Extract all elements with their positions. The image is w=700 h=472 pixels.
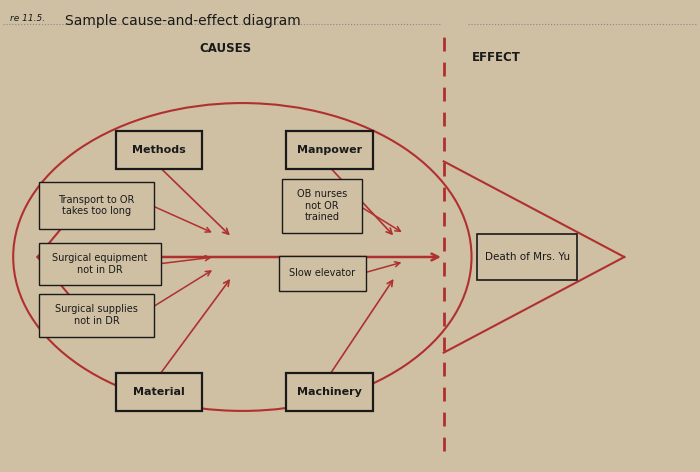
FancyBboxPatch shape	[39, 243, 161, 286]
FancyBboxPatch shape	[477, 234, 578, 280]
FancyBboxPatch shape	[286, 131, 372, 169]
Text: Sample cause-and-effect diagram: Sample cause-and-effect diagram	[65, 15, 301, 28]
Text: Surgical equipment
not in DR: Surgical equipment not in DR	[52, 253, 148, 275]
Text: Methods: Methods	[132, 145, 186, 155]
Text: Machinery: Machinery	[297, 387, 362, 397]
Text: Slow elevator: Slow elevator	[289, 268, 356, 278]
Text: Material: Material	[133, 387, 185, 397]
Text: Death of Mrs. Yu: Death of Mrs. Yu	[484, 252, 570, 262]
Text: Transport to OR
takes too long: Transport to OR takes too long	[58, 195, 134, 217]
Text: Surgical supplies
not in DR: Surgical supplies not in DR	[55, 304, 138, 326]
FancyBboxPatch shape	[39, 182, 154, 229]
Text: Manpower: Manpower	[297, 145, 362, 155]
FancyBboxPatch shape	[116, 131, 202, 169]
FancyBboxPatch shape	[39, 294, 154, 337]
Text: OB nurses
not OR
trained: OB nurses not OR trained	[297, 189, 347, 222]
FancyBboxPatch shape	[282, 179, 362, 233]
Text: CAUSES: CAUSES	[199, 42, 251, 55]
Text: re 11.5.: re 11.5.	[10, 15, 45, 24]
Text: EFFECT: EFFECT	[471, 51, 520, 64]
FancyBboxPatch shape	[279, 256, 365, 291]
FancyBboxPatch shape	[286, 373, 372, 412]
FancyBboxPatch shape	[116, 373, 202, 412]
